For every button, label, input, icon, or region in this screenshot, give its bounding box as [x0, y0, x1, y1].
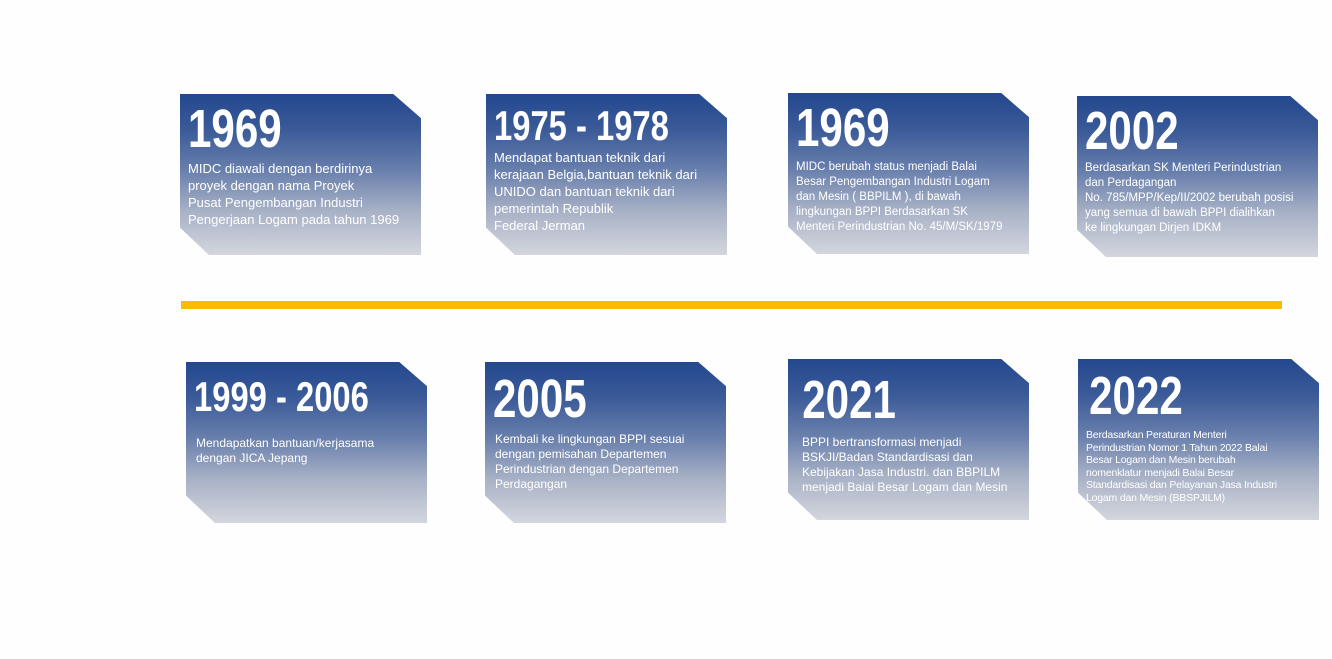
timeline-card-1999-2006: 1999 - 2006 Mendapatkan bantuan/kerjasam…: [186, 362, 427, 523]
timeline-card-1969-midc: 1969 MIDC diawali dengan berdirinya proy…: [180, 94, 421, 255]
card-year: 1975 - 1978: [494, 102, 669, 149]
timeline-card-1969-bbpilm: 1969 MIDC berubah status menjadi Balai B…: [788, 93, 1029, 254]
card-year: 2005: [493, 369, 587, 429]
card-year: 1969: [796, 98, 890, 158]
card-description: Berdasarkan Peraturan Menteri Perindustr…: [1086, 429, 1277, 504]
card-year: 2022: [1089, 366, 1183, 426]
card-description: MIDC diawali dengan berdirinya proyek de…: [188, 161, 400, 227]
timeline-card-1975-1978: 1975 - 1978 Mendapat bantuan teknik dari…: [486, 94, 727, 255]
timeline-divider-line: [181, 301, 1282, 309]
card-description: MIDC berubah status menjadi Balai Besar …: [796, 161, 1003, 233]
timeline-card-2005: 2005 Kembali ke lingkungan BPPI sesuai d…: [485, 362, 726, 523]
card-year: 1969: [188, 99, 282, 159]
timeline-card-2021: 2021 BPPI bertransformasi menjadi BSKJI/…: [788, 359, 1029, 520]
timeline-card-2002: 2002 Berdasarkan SK Menteri Perindustria…: [1077, 96, 1318, 257]
card-year: 2002: [1085, 101, 1179, 161]
card-description: Kembali ke lingkungan BPPI sesuai dengan…: [495, 432, 685, 491]
card-year: 2021: [802, 370, 896, 430]
card-description: Mendapat bantuan teknik dari kerajaan Be…: [494, 150, 698, 233]
card-year: 1999 - 2006: [194, 373, 369, 420]
timeline-card-2022: 2022 Berdasarkan Peraturan Menteri Perin…: [1078, 359, 1319, 520]
card-description: Berdasarkan SK Menteri Perindustrian dan…: [1085, 162, 1294, 234]
card-description: Mendapatkan bantuan/kerjasama dengan JIC…: [196, 436, 375, 465]
card-description: BPPI bertransformasi menjadi BSKJI/Badan…: [802, 435, 1008, 494]
